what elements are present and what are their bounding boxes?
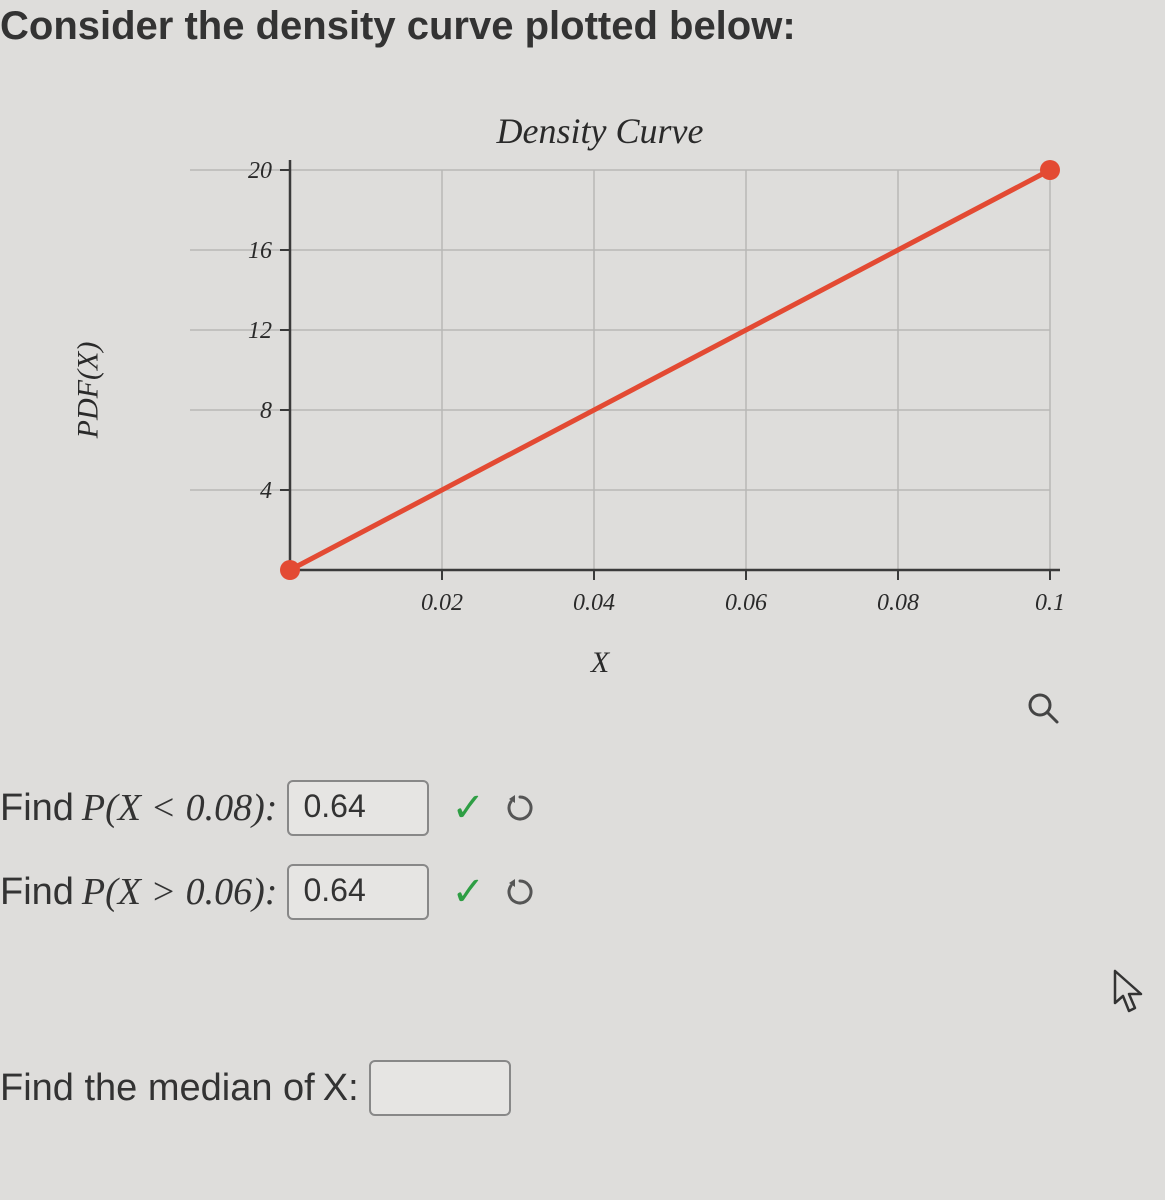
density-chart: Density Curve PDF(X) 0.020.040.060.080.1…: [120, 110, 1080, 670]
svg-text:0.04: 0.04: [573, 590, 615, 616]
svg-text:0.08: 0.08: [877, 590, 919, 616]
q2-math: P(X > 0.06):: [82, 870, 278, 914]
cursor-icon: [1111, 969, 1147, 1020]
svg-text:0.06: 0.06: [725, 590, 767, 616]
check-icon: ✓: [451, 785, 485, 831]
svg-text:16: 16: [248, 238, 272, 264]
check-icon: ✓: [451, 869, 485, 915]
q1-prefix: Find: [0, 787, 74, 830]
retry-icon[interactable]: [503, 875, 537, 909]
questions-block: Find P(X < 0.08): 0.64 ✓ Find P(X > 0.06…: [0, 780, 537, 948]
retry-icon[interactable]: [503, 791, 537, 825]
svg-text:12: 12: [248, 318, 272, 344]
svg-text:0.02: 0.02: [421, 590, 463, 616]
q1-answer-input[interactable]: 0.64: [287, 780, 429, 836]
x-axis-label: X: [120, 646, 1080, 680]
zoom-icon[interactable]: [1026, 691, 1060, 730]
question-row-1: Find P(X < 0.08): 0.64 ✓: [0, 780, 537, 836]
svg-text:0.1: 0.1: [1035, 590, 1065, 616]
question-row-2: Find P(X > 0.06): 0.64 ✓: [0, 864, 537, 920]
q3-math: X:: [323, 1067, 359, 1110]
q3-prefix: Find the median of: [0, 1067, 315, 1110]
svg-text:8: 8: [260, 398, 272, 424]
page-heading: Consider the density curve plotted below…: [0, 4, 796, 49]
y-axis-label: PDF(X): [71, 342, 105, 439]
q2-answer-input[interactable]: 0.64: [287, 864, 429, 920]
svg-text:20: 20: [248, 158, 272, 184]
question-row-3: Find the median of X:: [0, 1060, 511, 1116]
q3-answer-input[interactable]: [369, 1060, 511, 1116]
q2-prefix: Find: [0, 871, 74, 914]
page: Consider the density curve plotted below…: [0, 0, 1165, 1200]
q1-math: P(X < 0.08):: [82, 786, 278, 830]
chart-svg: 0.02 0.04 0.06 0.08 0.1 4 8 12 16 20: [120, 110, 1080, 630]
svg-text:4: 4: [260, 478, 272, 504]
